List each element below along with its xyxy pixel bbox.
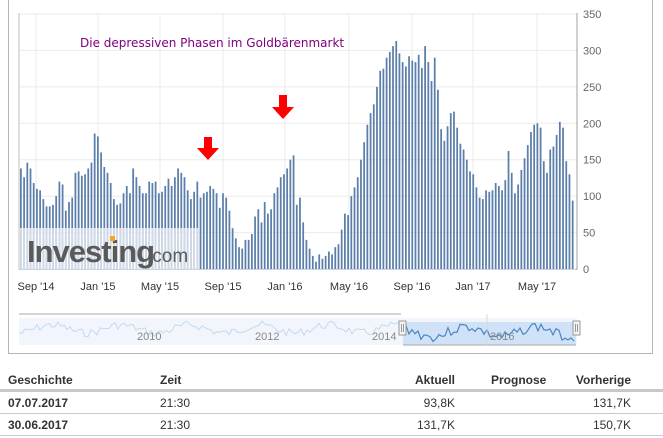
chart-bars	[19, 40, 577, 270]
navigator-label-2012: 2012	[255, 331, 279, 343]
watermark-suffix: .com	[147, 246, 188, 267]
x-tick-label: Jan '17	[455, 281, 490, 293]
y-tick-label: 50	[583, 228, 595, 240]
y-tick-label: 350	[583, 9, 601, 21]
bar-chart: Investing .com Die depressiven Phasen im…	[18, 9, 601, 346]
row-actual: 93,8K	[423, 396, 455, 410]
x-tick-label: Jan '15	[80, 281, 115, 293]
arrow-down-icon	[272, 95, 294, 119]
navigator-left-handle[interactable]	[398, 320, 407, 336]
row-actual: 131,7K	[416, 418, 455, 432]
navigator-right-handle[interactable]	[572, 320, 581, 336]
row-time: 21:30	[160, 396, 191, 410]
arrow-down-icon	[197, 137, 219, 160]
y-axis-labels: 0 50 100 150 200 250 300 350	[583, 9, 601, 276]
row-previous: 150,7K	[592, 418, 631, 432]
y-tick-label: 150	[583, 155, 601, 167]
x-tick-label: May '16	[330, 281, 368, 293]
x-tick-label: May '15	[141, 281, 179, 293]
x-tick-label: May '17	[518, 281, 556, 293]
header-prognose: Prognose	[491, 373, 547, 387]
navigator-label-2014: 2014	[372, 331, 396, 343]
header-zeit: Zeit	[160, 373, 182, 387]
table-row: 30.06.2017 21:30 131,7K 150,7K	[0, 414, 663, 436]
x-tick-label: Jan '16	[267, 281, 302, 293]
row-date: 30.06.2017	[8, 418, 69, 432]
investing-watermark: Investing .com	[19, 228, 199, 269]
navigator-label-2016: 2016	[490, 331, 514, 343]
y-tick-label: 300	[583, 45, 601, 57]
y-tick-label: 200	[583, 118, 601, 130]
row-time: 21:30	[160, 418, 191, 432]
header-vorherige: Vorherige	[575, 373, 631, 387]
x-tick-label: Sep '16	[394, 281, 431, 293]
navigator-label-2010: 2010	[137, 331, 161, 343]
history-table: Geschichte Zeit Aktuell Prognose Vorheri…	[0, 366, 663, 436]
x-axis-labels: Sep '14 Jan '15 May '15 Sep '15 Jan '16 May '…	[18, 281, 557, 293]
navigator[interactable]: 2010 2012 2014 2016	[18, 313, 581, 346]
x-tick-label: Sep '14	[18, 281, 55, 293]
chart-container	[8, 0, 653, 354]
table-header: Geschichte Zeit Aktuell Prognose Vorheri…	[0, 366, 663, 392]
row-previous: 131,7K	[592, 396, 631, 410]
header-geschichte: Geschichte	[8, 373, 73, 387]
header-aktuell: Aktuell	[414, 373, 455, 387]
table-row: 07.07.2017 21:30 93,8K 131,7K	[0, 392, 663, 414]
y-tick-label: 0	[583, 264, 589, 276]
watermark-brand: Investing	[27, 234, 154, 269]
x-tick-label: Sep '15	[205, 281, 242, 293]
y-tick-label: 100	[583, 191, 601, 203]
y-tick-label: 250	[583, 82, 601, 94]
chart-title: Die depressiven Phasen im Goldbärenmarkt	[80, 36, 344, 50]
row-date: 07.07.2017	[8, 396, 69, 410]
